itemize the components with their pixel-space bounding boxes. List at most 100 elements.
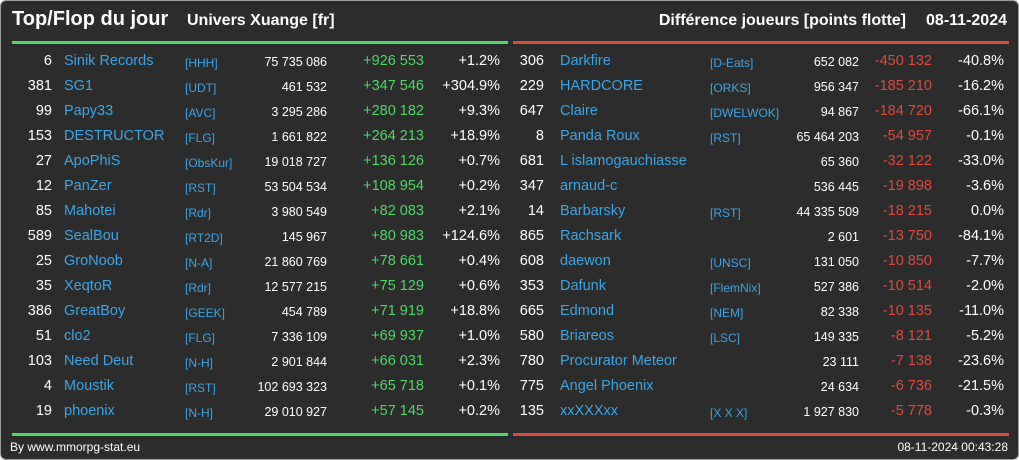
- player-points: 2 601: [827, 230, 859, 244]
- points-difference: -19 898: [882, 178, 932, 194]
- player-rank: 386: [27, 303, 52, 319]
- alliance-tag-link[interactable]: [GEEK]: [185, 306, 226, 320]
- alliance-tag-link[interactable]: [LSC]: [710, 331, 741, 345]
- top-row: 386 GreatBoy [GEEK] 454 789 +71 919 +18.8%: [12, 299, 508, 324]
- player-points: 12 577 215: [264, 280, 327, 294]
- player-name-link[interactable]: Papy33: [64, 103, 114, 119]
- alliance-tag-link[interactable]: [FLG]: [185, 331, 216, 345]
- player-name-link[interactable]: Procurator Meteor: [560, 353, 677, 369]
- alliance-tag-link[interactable]: [AVC]: [185, 106, 216, 120]
- player-name-link[interactable]: Moustik: [64, 378, 114, 394]
- flop-row: 665 Edmond [NEM] 82 338 -10 135 -11.0%: [513, 299, 1009, 324]
- player-points: 75 735 086: [264, 55, 327, 69]
- player-name-link[interactable]: clo2: [64, 328, 91, 344]
- alliance-tag-link[interactable]: [RT2D]: [185, 231, 223, 245]
- alliance-tag-link[interactable]: [Rdr]: [185, 281, 212, 295]
- player-name-link[interactable]: Sinik Records: [64, 53, 154, 69]
- player-points: 82 338: [820, 305, 859, 319]
- player-name-link[interactable]: phoenix: [64, 403, 115, 419]
- alliance-tag-link[interactable]: [N-H]: [185, 406, 213, 420]
- percent-change: +0.6%: [458, 278, 500, 294]
- player-rank: 681: [519, 153, 544, 169]
- percent-change: +0.7%: [458, 153, 500, 169]
- player-rank: 6: [43, 53, 52, 69]
- alliance-tag-link[interactable]: [N-H]: [185, 356, 213, 370]
- player-name-link[interactable]: Mahotei: [64, 203, 116, 219]
- alliance-tag-link[interactable]: [RST]: [185, 381, 216, 395]
- player-points: 3 980 549: [271, 205, 327, 219]
- player-name-link[interactable]: SG1: [64, 78, 94, 94]
- points-difference: +80 983: [371, 228, 424, 244]
- player-points: 21 860 769: [264, 255, 327, 269]
- alliance-tag-link[interactable]: [D-Eats]: [710, 56, 754, 70]
- player-name-link[interactable]: Claire: [560, 103, 598, 119]
- player-points: 652 082: [813, 55, 859, 69]
- player-name-link[interactable]: ApoPhiS: [64, 153, 121, 169]
- points-difference: +57 145: [371, 403, 424, 419]
- player-rank: 14: [527, 203, 544, 219]
- player-name-link[interactable]: arnaud-c: [560, 178, 618, 194]
- player-name-link[interactable]: XeqtoR: [64, 278, 113, 294]
- player-name-link[interactable]: Panda Roux: [560, 128, 640, 144]
- player-name-link[interactable]: GroNoob: [64, 253, 123, 269]
- player-name-link[interactable]: Edmond: [560, 303, 615, 319]
- alliance-tag-link[interactable]: [HHH]: [185, 56, 218, 70]
- percent-change: +1.2%: [458, 53, 500, 69]
- player-name-link[interactable]: PanZer: [64, 178, 112, 194]
- alliance-tag-link[interactable]: [X X X]: [710, 406, 748, 420]
- player-points: 65 360: [820, 155, 859, 169]
- points-difference: -6 736: [890, 378, 932, 394]
- player-name-link[interactable]: L islamogauchiasse: [560, 153, 687, 169]
- player-rank: 353: [519, 278, 544, 294]
- percent-change: -3.6%: [966, 178, 1004, 194]
- player-name-link[interactable]: Dafunk: [560, 278, 606, 294]
- player-name-link[interactable]: DESTRUCTOR: [64, 128, 165, 144]
- percent-change: +0.2%: [458, 403, 500, 419]
- alliance-tag-link[interactable]: [RST]: [710, 131, 741, 145]
- top-row: 589 SealBou [RT2D] 145 967 +80 983 +124.6%: [12, 224, 508, 249]
- player-points: 3 295 286: [271, 105, 327, 119]
- player-points: 461 532: [281, 80, 327, 94]
- player-name-link[interactable]: Need Deut: [64, 353, 134, 369]
- player-name-link[interactable]: SealBou: [64, 228, 119, 244]
- percent-change: 0.0%: [970, 203, 1004, 219]
- player-points: 1 661 822: [271, 130, 327, 144]
- player-points: 536 445: [813, 180, 859, 194]
- alliance-tag-link[interactable]: [RST]: [185, 181, 216, 195]
- player-rank: 27: [35, 153, 52, 169]
- player-points: 94 867: [820, 105, 859, 119]
- player-name-link[interactable]: HARDCORE: [560, 78, 643, 94]
- points-difference: -10 135: [882, 303, 932, 319]
- player-points: 65 464 203: [796, 130, 859, 144]
- percent-change: +124.6%: [442, 228, 500, 244]
- top-list: 6 Sinik Records [HHH] 75 735 086 +926 553 +1.…: [12, 49, 508, 424]
- percent-change: -0.3%: [966, 403, 1004, 419]
- alliance-tag-link[interactable]: [FLG]: [185, 131, 216, 145]
- alliance-tag-link[interactable]: [NEM]: [710, 306, 744, 320]
- player-name-link[interactable]: Rachsark: [560, 228, 622, 244]
- alliance-tag-link[interactable]: [ObsKur]: [185, 156, 233, 170]
- header-date: 08-11-2024: [926, 12, 1007, 29]
- alliance-tag-link[interactable]: [UNSC]: [710, 256, 751, 270]
- player-name-link[interactable]: Angel Phoenix: [560, 378, 654, 394]
- alliance-tag-link[interactable]: [ORKS]: [710, 81, 751, 95]
- alliance-tag-link[interactable]: [UDT]: [185, 81, 217, 95]
- alliance-tag-link[interactable]: [DWELWOK]: [710, 106, 780, 120]
- player-name-link[interactable]: Briareos: [560, 328, 614, 344]
- player-name-link[interactable]: Darkfire: [560, 53, 611, 69]
- alliance-tag-link[interactable]: [N-A]: [185, 256, 213, 270]
- player-name-link[interactable]: GreatBoy: [64, 303, 126, 319]
- player-name-link[interactable]: xxXXXxx: [560, 403, 619, 419]
- alliance-tag-link[interactable]: [Rdr]: [185, 206, 212, 220]
- alliance-tag-link[interactable]: [FlemNix]: [710, 281, 761, 295]
- player-points: 956 347: [813, 80, 859, 94]
- top-row: 85 Mahotei [Rdr] 3 980 549 +82 083 +2.1%: [12, 199, 508, 224]
- percent-change: -11.0%: [959, 303, 1004, 319]
- top-row: 35 XeqtoR [Rdr] 12 577 215 +75 129 +0.6%: [12, 274, 508, 299]
- player-name-link[interactable]: daewon: [560, 253, 611, 269]
- top-row: 27 ApoPhiS [ObsKur] 19 018 727 +136 126 +0.7%: [12, 149, 508, 174]
- player-name-link[interactable]: Barbarsky: [560, 203, 626, 219]
- points-difference: +69 937: [371, 328, 424, 344]
- page-title: Top/Flop du jour: [12, 8, 169, 30]
- alliance-tag-link[interactable]: [RST]: [710, 206, 741, 220]
